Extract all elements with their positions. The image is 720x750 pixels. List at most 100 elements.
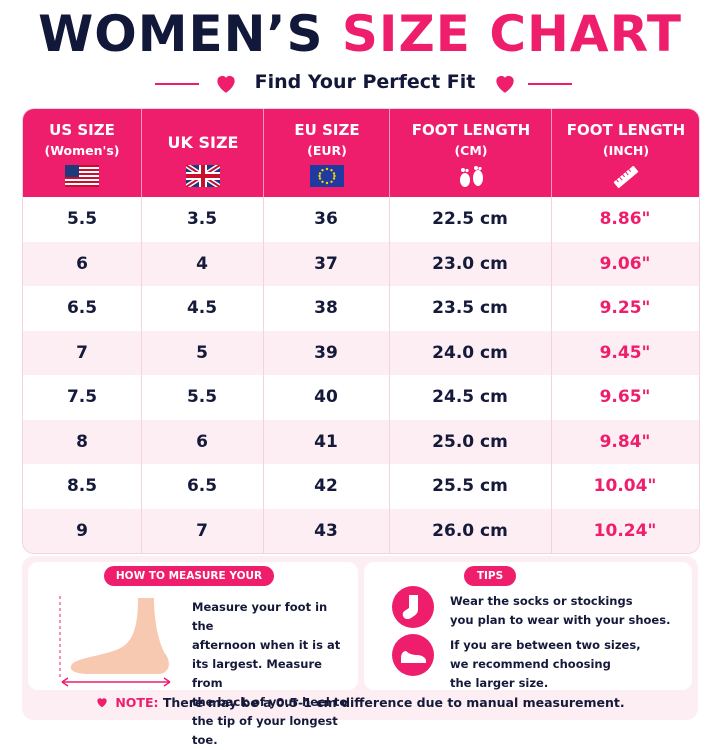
header-sublabel: (EUR) — [307, 143, 347, 158]
table-cell: 42 — [314, 476, 338, 496]
table-cell: 6 — [196, 431, 208, 452]
table-cell: 40 — [314, 387, 338, 407]
table-cell: 23.0 cm — [432, 253, 508, 274]
title-part-1: WOMEN’S — [38, 5, 324, 63]
title-part-2: SIZE CHART — [341, 5, 682, 63]
tips-panel: TIPS Wear the socks or stockings you pla… — [364, 562, 692, 690]
subtitle: Find Your Perfect Fit — [254, 71, 476, 93]
measure-line: afternoon when it is at — [192, 638, 341, 652]
tips-label: TIPS — [464, 566, 516, 586]
table-row: 6 4 37 23.0 cm 9.06" — [23, 241, 699, 287]
heart-icon — [217, 75, 235, 93]
shoe-icon — [392, 634, 434, 676]
table-cell: 9.45" — [599, 342, 651, 363]
table-cell: 5.5 — [186, 387, 218, 407]
tip-line: you plan to wear with your shoes. — [450, 613, 671, 627]
measure-instructions: Measure your foot in the afternoon when … — [192, 598, 352, 750]
heart-icon — [97, 698, 108, 708]
footprint-icon — [460, 166, 483, 187]
table-cell: 38 — [314, 298, 338, 318]
table-cell: 5.5 — [66, 209, 98, 229]
tip-one: Wear the socks or stockings you plan to … — [450, 592, 670, 630]
header-label: EU SIZE — [294, 121, 360, 139]
note-text: There may be a 0.5-1 cm difference due t… — [162, 695, 625, 710]
table-cell: 4.5 — [186, 298, 218, 318]
table-row: 5.5 3.5 36 22.5 cm 8.86" — [23, 197, 699, 242]
table-cell: 43 — [314, 520, 338, 541]
table-header: US SIZE (Women's) UK SIZE EU SIZE (EUR — [23, 109, 699, 197]
table-cell: 26.0 cm — [432, 520, 508, 541]
divider-right — [528, 83, 572, 85]
header-foot-length-cm: FOOT LENGTH (CM) — [389, 109, 552, 197]
us-flag-icon — [65, 165, 99, 187]
tip-line: If you are between two sizes, — [450, 638, 641, 652]
table-row: 7 5 39 24.0 cm 9.45" — [23, 330, 699, 376]
sock-icon — [392, 586, 434, 628]
measure-line: the tip of your longest toe. — [192, 714, 338, 747]
table-row: 9 7 43 26.0 cm 10.24" — [23, 508, 699, 553]
divider-left — [155, 83, 199, 85]
table-cell: 4 — [196, 253, 208, 274]
tip-line: we recommend choosing — [450, 657, 611, 671]
table-row: 8 6 41 25.0 cm 9.84" — [23, 419, 699, 465]
note-label: NOTE: — [115, 695, 159, 710]
measure-line: its largest. Measure from — [192, 657, 322, 690]
table-cell: 9.06" — [599, 253, 651, 274]
tip-line: the larger size. — [450, 676, 549, 690]
table-cell: 7 — [76, 342, 88, 363]
column-divider — [141, 197, 142, 553]
header-us-size: US SIZE (Women's) — [23, 109, 141, 197]
table-cell: 37 — [314, 253, 338, 274]
table-cell: 8.86" — [599, 209, 651, 229]
measure-panel: HOW TO MEASURE YOUR FOOT Measure your fo… — [28, 562, 358, 747]
table-cell: 7 — [196, 520, 208, 541]
page-title: WOMEN’S SIZE CHART — [0, 2, 720, 66]
table-cell: 8 — [76, 431, 88, 452]
column-divider — [551, 197, 552, 553]
table-cell: 9.84" — [599, 431, 651, 452]
table-cell: 9.65" — [599, 387, 651, 407]
table-cell: 9.25" — [599, 298, 651, 318]
table-cell: 10.04" — [593, 476, 657, 496]
header-foot-length-inch: FOOT LENGTH (INCH) — [551, 109, 699, 197]
table-cell: 24.5 cm — [432, 387, 508, 407]
heart-icon — [496, 75, 514, 93]
info-section: HOW TO MEASURE YOUR FOOT Measure your fo… — [22, 556, 698, 747]
header-label: UK SIZE — [167, 133, 239, 152]
table-cell: 8.5 — [66, 476, 98, 496]
measure-line: the back of your heel to — [192, 695, 348, 709]
header-label: FOOT LENGTH — [566, 121, 686, 139]
table-cell: 5 — [196, 342, 208, 363]
header-label: US SIZE — [49, 121, 115, 139]
header-label: FOOT LENGTH — [411, 121, 531, 139]
table-row: 7.5 5.5 40 24.5 cm 9.65" — [23, 375, 699, 420]
table-row: 6.5 4.5 38 23.5 cm 9.25" — [23, 286, 699, 331]
subtitle-row: Find Your Perfect Fit — [0, 66, 720, 100]
table-cell: 7.5 — [66, 387, 98, 407]
measure-line: Measure your foot in the — [192, 600, 328, 633]
tip-line: Wear the socks or stockings — [450, 594, 633, 608]
eu-flag-icon — [310, 165, 344, 187]
tip-two: If you are between two sizes, we recomme… — [450, 636, 641, 693]
table-cell: 6.5 — [186, 476, 218, 496]
table-cell: 25.0 cm — [432, 431, 508, 452]
size-table: US SIZE (Women's) UK SIZE EU SIZE (EUR — [22, 108, 700, 554]
table-cell: 41 — [314, 431, 338, 452]
uk-flag-icon — [186, 165, 220, 187]
table-cell: 23.5 cm — [432, 298, 508, 318]
table-cell: 39 — [314, 342, 338, 363]
table-cell: 9 — [76, 520, 88, 541]
header-sublabel: (INCH) — [602, 143, 650, 158]
table-cell: 6.5 — [66, 298, 98, 318]
header-sublabel: (CM) — [454, 143, 488, 158]
table-cell: 22.5 cm — [432, 209, 508, 229]
measure-label: HOW TO MEASURE YOUR FOOT — [104, 566, 274, 602]
table-cell: 6 — [76, 253, 88, 274]
note: NOTE: There may be a 0.5-1 cm difference… — [22, 695, 698, 717]
header-sublabel: (Women's) — [44, 143, 120, 158]
table-cell: 3.5 — [186, 209, 218, 229]
header-eu-size: EU SIZE (EUR) — [263, 109, 390, 197]
table-cell: 10.24" — [593, 520, 657, 541]
table-row: 8.5 6.5 42 25.5 cm 10.04" — [23, 464, 699, 509]
header-uk-size: UK SIZE — [141, 109, 264, 197]
